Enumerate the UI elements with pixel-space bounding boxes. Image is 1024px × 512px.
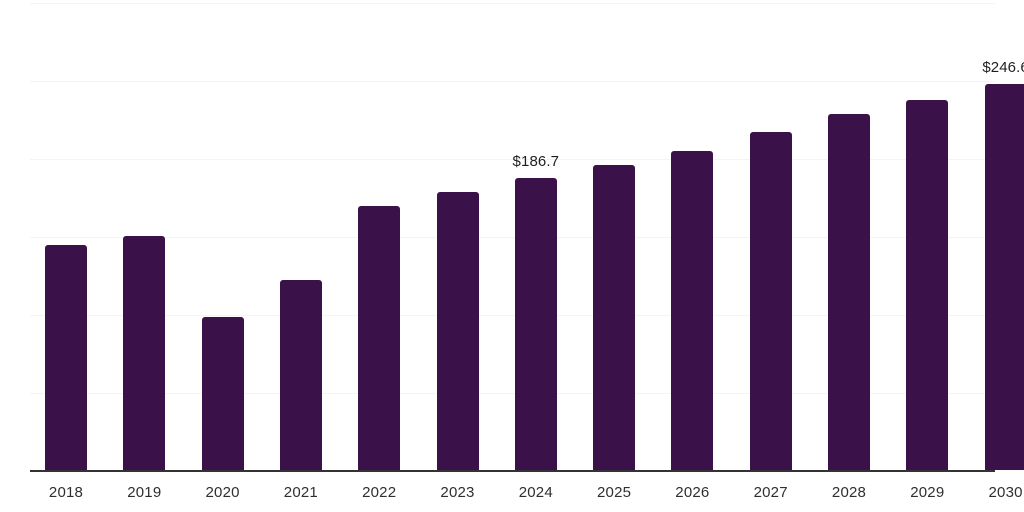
bar-group[interactable] bbox=[201, 0, 244, 470]
x-axis-tick-label: 2026 bbox=[675, 484, 710, 501]
x-axis-tick-label: 2021 bbox=[283, 484, 318, 501]
bar-group[interactable] bbox=[593, 0, 636, 470]
bar[interactable] bbox=[201, 317, 244, 470]
x-axis-tick-label: 2023 bbox=[440, 484, 475, 501]
bar[interactable] bbox=[593, 164, 636, 470]
bar-group[interactable] bbox=[749, 0, 792, 470]
bar[interactable] bbox=[671, 150, 714, 470]
bar[interactable] bbox=[279, 280, 322, 470]
x-axis-tick-label: 2018 bbox=[48, 484, 84, 501]
bar[interactable] bbox=[45, 244, 87, 470]
bar-group[interactable] bbox=[279, 0, 322, 470]
bar[interactable] bbox=[828, 113, 870, 470]
bar[interactable] bbox=[358, 205, 401, 470]
x-axis-tick-label: 2024 bbox=[518, 484, 553, 501]
bar[interactable] bbox=[906, 99, 949, 470]
bar-group[interactable] bbox=[123, 0, 166, 470]
x-axis-tick-label: 2020 bbox=[205, 484, 240, 501]
x-axis-tick-label: 2029 bbox=[910, 484, 945, 501]
bar[interactable] bbox=[984, 84, 1024, 470]
x-axis-line bbox=[30, 470, 995, 472]
bar-group[interactable] bbox=[45, 0, 87, 470]
bar-group[interactable] bbox=[828, 0, 870, 470]
bar-group[interactable] bbox=[906, 0, 949, 470]
bar-group[interactable] bbox=[358, 0, 401, 470]
bar[interactable] bbox=[436, 191, 479, 470]
bar-value-label: $186.7 bbox=[512, 153, 560, 171]
bar-value-label: $246.6 bbox=[982, 59, 1024, 77]
plot-area: $186.7 $246.6 bbox=[45, 0, 1024, 470]
bar-group[interactable] bbox=[671, 0, 714, 470]
x-axis-tick-label: 2022 bbox=[362, 484, 397, 501]
bar[interactable] bbox=[123, 235, 166, 470]
x-axis-tick-label: 2027 bbox=[753, 484, 788, 501]
bar-group[interactable] bbox=[436, 0, 479, 470]
bar[interactable] bbox=[514, 178, 557, 470]
x-axis-tick-label: 2028 bbox=[831, 484, 867, 501]
x-axis-tick-label: 2019 bbox=[127, 484, 162, 501]
x-axis-tick-labels: 2018 2019 2020 2021 2022 2023 2024 2025 2026 2027… bbox=[0, 470, 1024, 512]
x-axis-tick-label: 2030 bbox=[988, 484, 1023, 501]
bar-group[interactable]: $246.6 bbox=[982, 0, 1024, 470]
bar[interactable] bbox=[749, 131, 792, 470]
x-axis-tick-label: 2025 bbox=[597, 484, 632, 501]
bar-group[interactable]: $186.7 bbox=[512, 0, 560, 470]
